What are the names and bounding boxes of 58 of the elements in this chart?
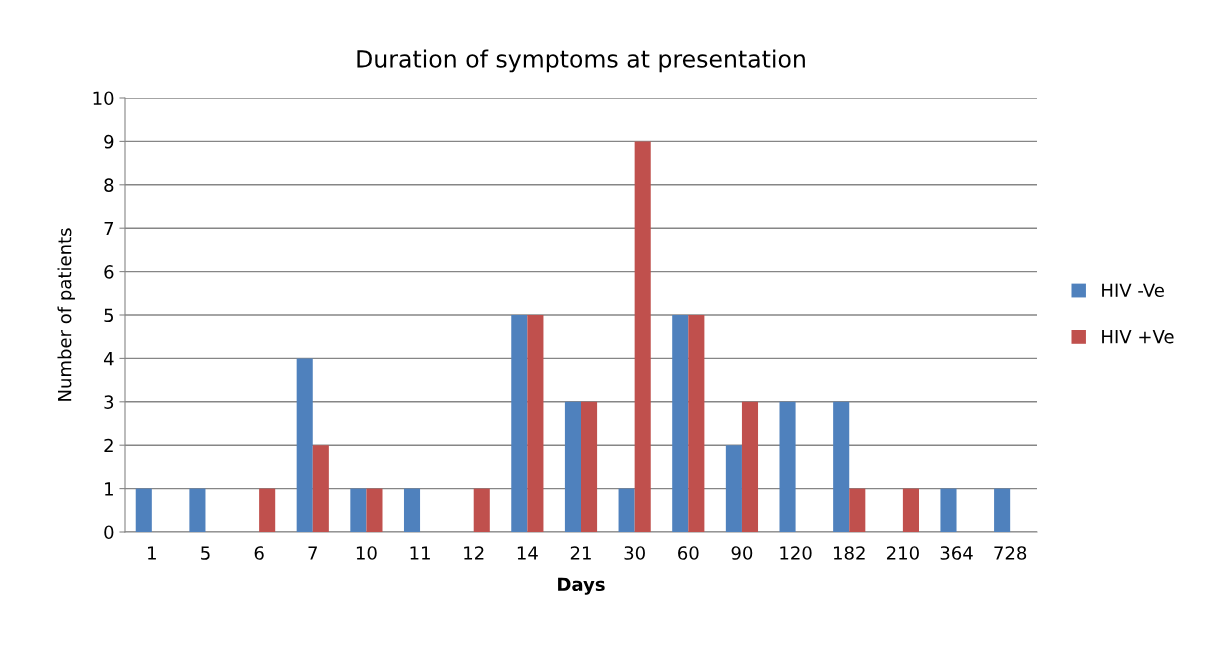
- bar: [725, 445, 742, 532]
- y-tick-label: 3: [104, 395, 114, 409]
- x-tick-label: 21: [570, 546, 591, 560]
- x-tick-label: 120: [780, 546, 812, 560]
- y-tick-label: 5: [104, 308, 114, 323]
- x-tick-label: 10: [356, 546, 377, 560]
- x-tick-label: 7: [308, 546, 317, 560]
- x-tick-label: 12: [464, 546, 484, 560]
- bar: [618, 488, 635, 532]
- bar: [741, 401, 759, 532]
- x-tick-label: 210: [886, 546, 919, 560]
- y-tick-label: 2: [104, 438, 113, 453]
- x-tick-label: 5: [201, 546, 210, 560]
- bar: [350, 488, 367, 532]
- x-tick-label: 364: [940, 546, 973, 560]
- x-tick-label: 60: [678, 546, 699, 560]
- bar: [688, 315, 705, 532]
- legend-label: HIV -Ve: [1102, 283, 1164, 298]
- x-tick-label: 728: [994, 546, 1027, 560]
- bar: [403, 488, 421, 532]
- bar: [902, 488, 919, 532]
- x-tick-label: 1: [148, 546, 156, 560]
- x-tick-label: 11: [410, 546, 430, 560]
- bar: [189, 488, 206, 532]
- chart-title: Duration of symptoms at presentation: [357, 49, 805, 73]
- y-tick-label: 6: [104, 265, 114, 279]
- y-tick-label: 7: [104, 221, 114, 236]
- bar: [296, 358, 313, 532]
- bar: [672, 315, 689, 532]
- legend-label: HIV +Ve: [1102, 330, 1174, 344]
- bar: [833, 401, 850, 532]
- bar: [779, 401, 796, 532]
- y-tick-label: 8: [104, 178, 114, 192]
- bar: [581, 401, 598, 532]
- y-tick-label: 4: [103, 352, 114, 366]
- y-tick-label: 0: [104, 525, 114, 540]
- x-tick-label: 6: [254, 546, 264, 560]
- bar: [564, 401, 581, 532]
- x-tick-label: 90: [731, 546, 753, 560]
- x-tick-label: 30: [624, 546, 645, 560]
- bar: [634, 141, 651, 532]
- y-tick-label: 10: [93, 91, 114, 106]
- bar: [994, 488, 1011, 532]
- y-tick-label: 9: [104, 134, 114, 149]
- bar: [366, 488, 383, 532]
- y-axis-title: Number of patients: [57, 228, 75, 401]
- bar: [312, 445, 329, 532]
- bar: [527, 315, 544, 532]
- bar: [849, 488, 866, 532]
- x-axis-title: Days: [558, 577, 605, 595]
- y-tick-label: 1: [105, 482, 113, 496]
- x-tick-label: 14: [517, 546, 538, 560]
- bar: [940, 488, 957, 532]
- bar: [135, 488, 152, 532]
- bar: [259, 488, 276, 532]
- x-tick-label: 182: [833, 546, 865, 560]
- bar: [511, 315, 528, 532]
- bar: [473, 488, 490, 532]
